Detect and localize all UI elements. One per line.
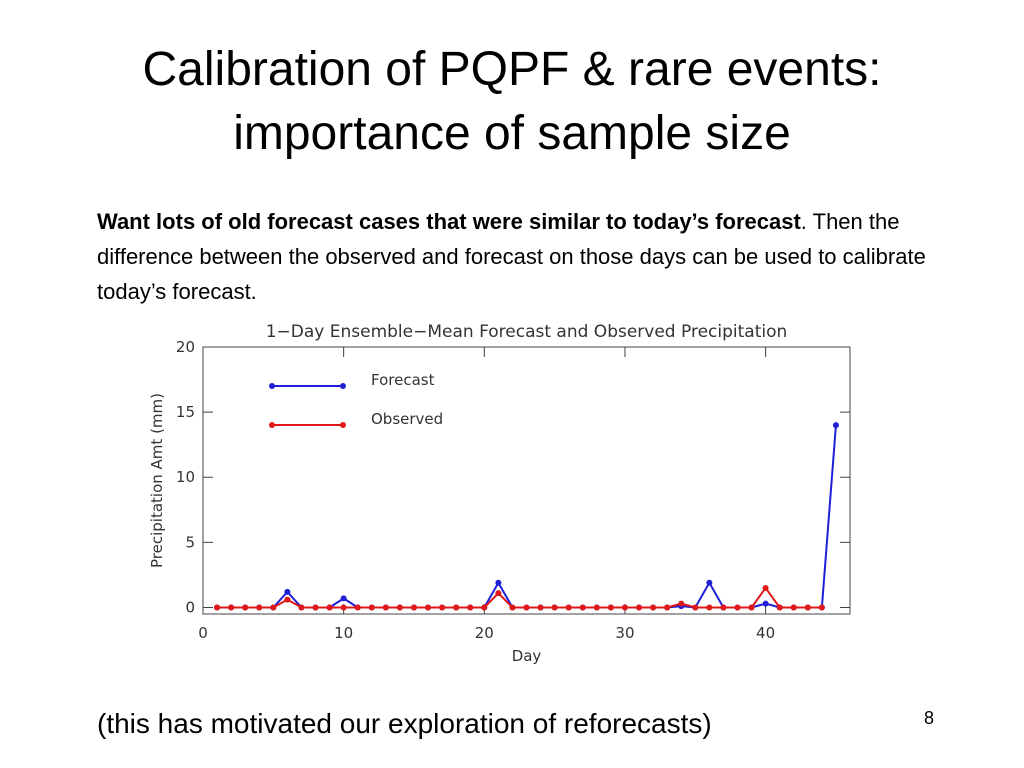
data-point bbox=[284, 596, 291, 603]
data-point bbox=[312, 604, 319, 611]
data-point bbox=[214, 604, 221, 611]
data-point bbox=[382, 604, 389, 611]
data-point bbox=[734, 604, 741, 611]
data-point bbox=[495, 579, 502, 586]
data-point bbox=[818, 604, 825, 611]
body-text: Want lots of old forecast cases that wer… bbox=[97, 204, 947, 309]
chart-title: 1−Day Ensemble−Mean Forecast and Observe… bbox=[266, 322, 788, 342]
data-point bbox=[776, 604, 783, 611]
data-point bbox=[832, 422, 839, 429]
data-point bbox=[790, 604, 797, 611]
data-point bbox=[396, 604, 403, 611]
data-point bbox=[762, 584, 769, 591]
x-tick-label: 10 bbox=[334, 624, 353, 642]
data-point bbox=[453, 604, 460, 611]
plot-frame bbox=[202, 346, 851, 615]
data-point bbox=[368, 604, 375, 611]
x-tick-label: 30 bbox=[615, 624, 634, 642]
data-point bbox=[621, 604, 628, 611]
data-point bbox=[467, 604, 474, 611]
data-point bbox=[636, 604, 643, 611]
legend-label: Forecast bbox=[371, 371, 435, 389]
data-point bbox=[354, 604, 361, 611]
data-point bbox=[692, 604, 699, 611]
legend-dot bbox=[269, 383, 275, 389]
y-tick-label: 15 bbox=[176, 403, 195, 421]
data-point bbox=[284, 588, 291, 595]
data-point bbox=[565, 604, 572, 611]
data-point bbox=[593, 604, 600, 611]
data-point bbox=[326, 604, 333, 611]
data-point bbox=[551, 604, 558, 611]
series-line bbox=[217, 425, 837, 609]
data-point bbox=[748, 604, 755, 611]
data-point bbox=[242, 604, 249, 611]
data-point bbox=[678, 600, 685, 607]
data-point bbox=[579, 604, 586, 611]
data-point bbox=[523, 604, 530, 611]
legend-dot bbox=[340, 383, 346, 389]
data-point bbox=[270, 604, 277, 611]
body-bold: Want lots of old forecast cases that wer… bbox=[97, 209, 801, 234]
y-tick-label: 10 bbox=[176, 468, 195, 486]
body-rest: . Then the difference between the observ… bbox=[97, 209, 926, 304]
x-axis-label: Day bbox=[512, 647, 542, 665]
x-tick-label: 0 bbox=[198, 624, 208, 642]
data-point bbox=[228, 604, 235, 611]
x-tick-label: 40 bbox=[756, 624, 775, 642]
data-point bbox=[439, 604, 446, 611]
data-point bbox=[425, 604, 432, 611]
data-point bbox=[706, 604, 713, 611]
footer: (this has motivated our exploration of r… bbox=[97, 708, 712, 739]
data-point bbox=[481, 604, 488, 611]
data-point bbox=[298, 604, 305, 611]
data-point bbox=[537, 604, 544, 611]
data-point bbox=[650, 604, 657, 611]
data-point bbox=[607, 604, 614, 611]
data-point bbox=[340, 595, 347, 602]
y-tick-label: 20 bbox=[176, 338, 195, 356]
y-axis-label: Precipitation Amt (mm) bbox=[148, 393, 166, 568]
x-tick-label: 20 bbox=[475, 624, 494, 642]
data-point bbox=[804, 604, 811, 611]
data-point bbox=[706, 579, 713, 586]
y-tick-label: 0 bbox=[185, 598, 195, 616]
legend-label: Observed bbox=[371, 410, 443, 428]
page-number: 8 bbox=[924, 708, 935, 728]
data-point bbox=[762, 600, 769, 607]
y-tick-label: 5 bbox=[185, 533, 195, 551]
series-line bbox=[217, 586, 822, 609]
legend-dot bbox=[269, 422, 275, 428]
data-point bbox=[720, 604, 727, 611]
data-point bbox=[509, 604, 516, 611]
data-point bbox=[256, 604, 263, 611]
data-point bbox=[495, 590, 502, 597]
slide-title: Calibration of PQPF & rare events: import… bbox=[0, 38, 1024, 166]
legend-dot bbox=[340, 422, 346, 428]
data-point bbox=[340, 604, 347, 611]
data-point bbox=[410, 604, 417, 611]
data-point bbox=[664, 604, 671, 611]
title-line: Calibration of PQPF & rare events: bbox=[142, 43, 882, 96]
title-line: importance of sample size bbox=[233, 107, 791, 160]
